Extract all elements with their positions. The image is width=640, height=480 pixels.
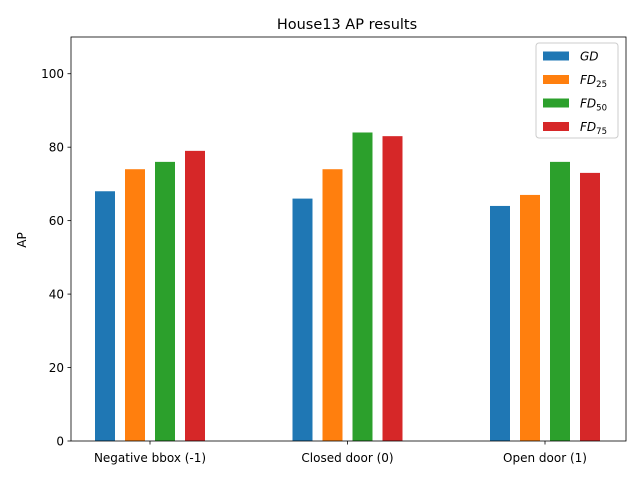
legend-label: FD25 — [580, 73, 607, 90]
legend-box — [535, 42, 619, 139]
legend-label-main: FD — [580, 73, 596, 87]
bar — [185, 150, 205, 441]
legend-swatch — [543, 122, 569, 131]
x-tick-label: Open door (1) — [503, 451, 587, 465]
y-axis-label: AP — [15, 232, 29, 247]
bar — [490, 205, 510, 441]
legend-swatch — [543, 51, 569, 61]
chart-title: House13 AP results — [277, 17, 417, 33]
bar — [322, 169, 343, 441]
bar — [382, 136, 403, 441]
bar — [125, 169, 145, 441]
bar — [550, 161, 570, 441]
y-tick-label: 100 — [41, 67, 64, 81]
y-tick-label: 20 — [49, 361, 64, 375]
y-axis: 0 20 40 60 80 100 — [41, 67, 71, 449]
legend-label: FD50 — [580, 97, 607, 114]
legend-label-subscript: 50 — [596, 104, 607, 114]
x-axis: Negative bbox (-1) Closed door (0) Open do… — [94, 441, 587, 465]
y-tick-label: 80 — [49, 141, 64, 155]
bar — [95, 191, 115, 441]
bar — [352, 132, 373, 441]
y-tick-label: 60 — [49, 214, 64, 228]
legend-label: GD — [580, 50, 599, 64]
legend-label-main: FD — [580, 120, 596, 134]
legend-label-subscript: 75 — [596, 127, 607, 137]
legend-label-main: GD — [580, 50, 599, 64]
legend-swatch — [543, 75, 569, 84]
bar — [155, 161, 175, 441]
plot-frame — [70, 36, 627, 442]
bar — [520, 194, 540, 441]
bar — [292, 198, 313, 441]
bar — [580, 172, 600, 441]
y-tick-label: 40 — [49, 288, 64, 302]
legend-label-subscript: 25 — [596, 80, 607, 90]
y-tick-label: 0 — [56, 435, 64, 449]
x-tick-label: Closed door (0) — [301, 451, 393, 465]
legend-label-main: FD — [580, 97, 596, 111]
legend-label: FD75 — [580, 120, 607, 137]
x-tick-label: Negative bbox (-1) — [94, 451, 206, 465]
legend-swatch — [543, 98, 569, 108]
bars-group — [95, 132, 600, 441]
